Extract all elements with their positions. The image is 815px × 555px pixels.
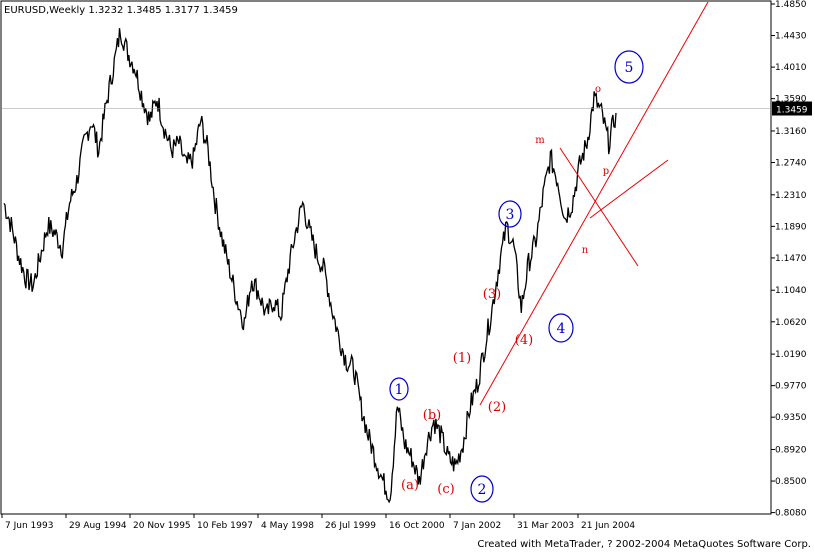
wave-label: 1 <box>395 382 404 398</box>
y-tick-label: 1.3160 <box>775 127 807 137</box>
letter-label: n <box>582 245 589 256</box>
wave-annotations: 1 2 3 4 5 (a) (b) (c) (1) (2) (3) (4) m n o p <box>389 50 644 503</box>
y-tick-label: 0.9350 <box>775 413 807 423</box>
letter-label: p <box>603 166 609 177</box>
y-tick-label: 0.8080 <box>775 509 807 519</box>
y-tick-label: 1.3590 <box>775 95 807 105</box>
x-tick-label: 31 Mar 2003 <box>517 521 574 531</box>
symbol-info: EURUSD,Weekly 1.3232 1.3485 1.3177 1.345… <box>4 5 238 16</box>
x-tick-label: 20 Nov 1995 <box>133 521 191 531</box>
y-tick-label: 1.2740 <box>775 159 807 169</box>
wave-circle <box>548 313 574 343</box>
subwave-label: (3) <box>483 287 501 302</box>
channel-line-ascending <box>589 159 669 219</box>
current-price-box <box>772 101 812 116</box>
x-tick-label: 21 Jun 2004 <box>581 521 635 531</box>
subwave-label: (4) <box>515 333 533 348</box>
wave-circle <box>498 200 522 228</box>
y-tick-label: 1.1040 <box>775 286 807 296</box>
current-price-label: 1.3459 <box>776 105 808 115</box>
y-tick-label: 1.1890 <box>775 222 807 232</box>
wave-label: 2 <box>478 482 487 498</box>
y-axis: 1.4850 1.4430 1.4010 1.3590 1.3160 1.2740 1.23… <box>771 0 807 519</box>
subwave-label: (a) <box>401 478 419 493</box>
y-tick-label: 1.1470 <box>775 254 807 264</box>
y-tick-label: 0.8500 <box>775 477 807 487</box>
x-tick-label: 7 Jan 2002 <box>453 521 501 531</box>
x-tick-label: 16 Oct 2000 <box>389 521 445 531</box>
price-chart: EURUSD,Weekly 1.3232 1.3485 1.3177 1.345… <box>0 0 812 531</box>
letter-label: o <box>595 84 601 95</box>
x-tick-label: 29 Aug 1994 <box>69 521 127 531</box>
current-price-marker: 1.3459 <box>2 101 812 116</box>
subwave-label: (c) <box>437 482 454 497</box>
channel-line-descending <box>559 147 639 267</box>
wave-circle <box>614 50 644 84</box>
x-tick-label: 26 Jul 1999 <box>325 521 376 531</box>
price-series <box>3 28 617 504</box>
subwave-label: (b) <box>423 408 441 423</box>
x-tick-label: 7 Jun 1993 <box>5 521 53 531</box>
y-tick-label: 1.0620 <box>775 318 807 328</box>
trendlines <box>479 1 709 406</box>
y-tick-label: 0.8920 <box>775 445 807 455</box>
y-tick-label: 1.0190 <box>775 350 807 360</box>
footer-credit: Created with MetaTrader, ? 2002-2004 Met… <box>477 539 811 550</box>
uptrend-line <box>479 1 709 406</box>
y-tick-label: 1.2310 <box>775 191 807 201</box>
y-tick-label: 1.4430 <box>775 32 807 42</box>
subwave-label: (2) <box>488 400 506 415</box>
wave-circle <box>389 377 409 401</box>
x-axis: 7 Jun 1993 29 Aug 1994 20 Nov 1995 10 Feb 1… <box>1 514 635 531</box>
letter-label: m <box>535 135 545 146</box>
y-tick-label: 1.4850 <box>775 0 807 10</box>
wave-circle <box>470 475 494 503</box>
plot-frame <box>0 0 772 515</box>
wave-label: 4 <box>557 321 566 337</box>
subwave-label: (1) <box>453 351 471 366</box>
x-tick-label: 10 Feb 1997 <box>197 521 253 531</box>
price-line <box>3 28 617 504</box>
y-tick-label: 1.4010 <box>775 63 807 73</box>
y-tick-label: 0.9770 <box>775 382 807 392</box>
wave-label: 5 <box>625 60 634 76</box>
x-tick-label: 4 May 1998 <box>261 521 314 531</box>
footer: Created with MetaTrader, ? 2002-2004 Met… <box>0 537 815 555</box>
wave-label: 3 <box>506 207 515 223</box>
